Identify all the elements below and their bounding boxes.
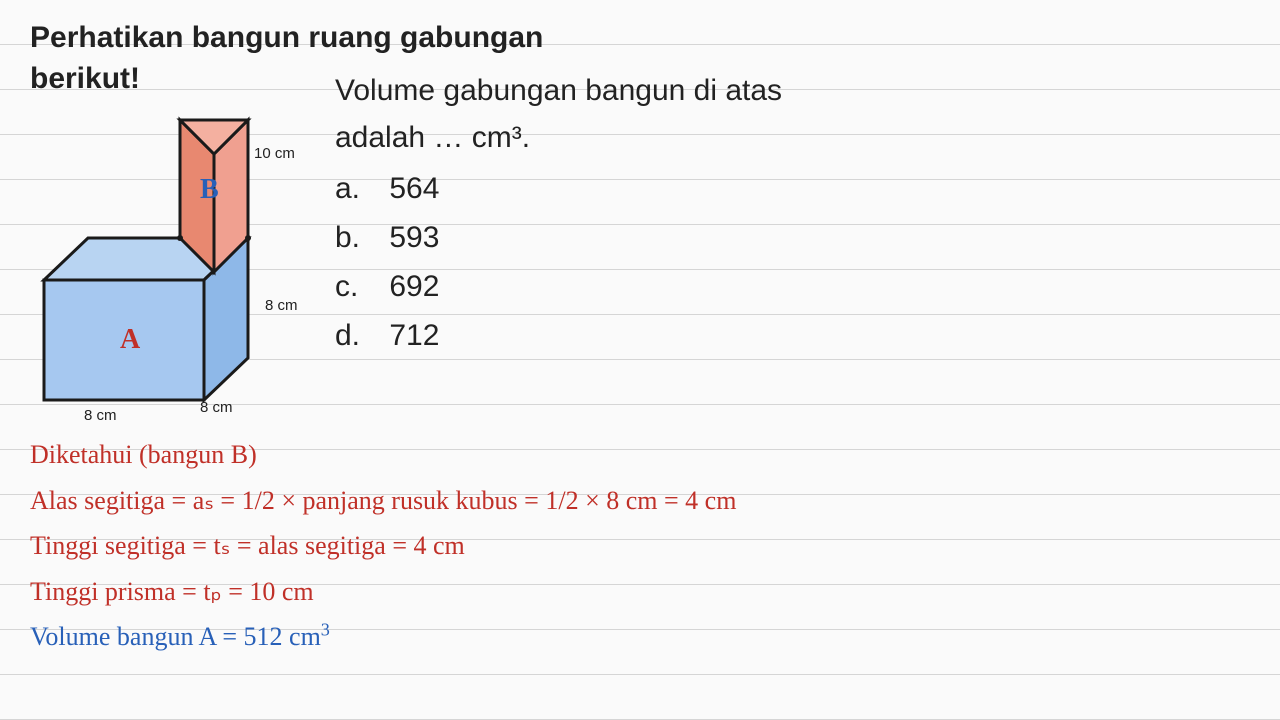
option-b-value: 593 [389, 221, 439, 254]
option-a-letter: a. [335, 166, 381, 211]
question-block: Volume gabungan bangun di atas adalah … … [335, 68, 782, 362]
dim-cube-front-bottom: 8 cm [84, 407, 117, 420]
hw-line-4: Tinggi prisma = tₚ = 10 cm [30, 569, 736, 615]
solution-handwriting: Diketahui (bangun B) Alas segitiga = aₛ … [30, 432, 736, 660]
option-a-value: 564 [389, 172, 439, 205]
answer-options: a. 564 b. 593 c. 692 d. 712 [335, 166, 782, 358]
option-b-letter: b. [335, 215, 381, 260]
question-line-1: Volume gabungan bangun di atas [335, 68, 782, 113]
option-b: b. 593 [335, 215, 782, 260]
shape-label-a: A [120, 324, 141, 355]
dim-cube-front-right: 8 cm [200, 399, 233, 416]
hw-line-5-text: Volume bangun A = 512 cm [30, 622, 321, 651]
option-a: a. 564 [335, 166, 782, 211]
geometry-diagram: A B 10 cm 8 cm 8 cm 8 cm [30, 100, 330, 420]
hw-line-5-sup: 3 [321, 619, 330, 639]
option-d-value: 712 [389, 319, 439, 352]
shape-label-b: B [200, 174, 219, 205]
option-d: d. 712 [335, 313, 782, 358]
hw-line-1: Diketahui (bangun B) [30, 432, 736, 478]
option-c: c. 692 [335, 264, 782, 309]
question-line-2: adalah … cm³. [335, 115, 782, 160]
option-c-letter: c. [335, 264, 381, 309]
hw-line-3: Tinggi segitiga = tₛ = alas segitiga = 4… [30, 523, 736, 569]
title-line-1: Perhatikan bangun ruang gabungan [30, 18, 543, 59]
option-c-value: 692 [389, 270, 439, 303]
dim-prism-height: 10 cm [254, 145, 295, 162]
dim-cube-right: 8 cm [265, 297, 298, 314]
option-d-letter: d. [335, 313, 381, 358]
hw-line-2: Alas segitiga = aₛ = 1/2 × panjang rusuk… [30, 478, 736, 524]
hw-line-5: Volume bangun A = 512 cm3 [30, 614, 736, 660]
